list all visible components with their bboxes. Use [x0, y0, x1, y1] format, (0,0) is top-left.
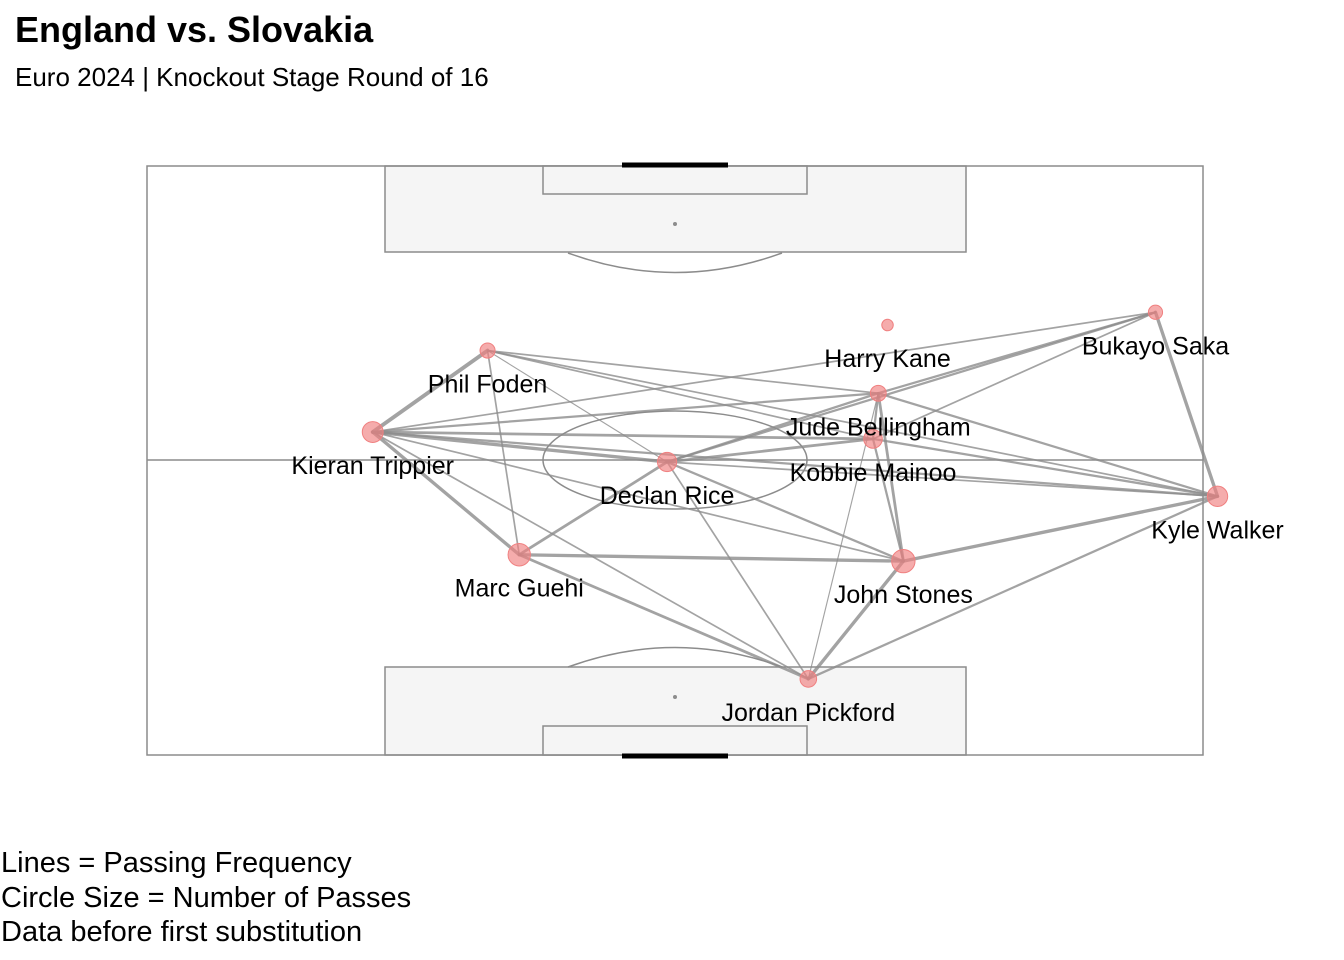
player-label-marc-guehi: Marc Guehi	[455, 575, 584, 603]
pass-line-john-stones-kyle-walker	[901, 494, 1220, 563]
caption-line-3: Data before first substitution	[1, 916, 363, 948]
pass-line-kieran-trippier-phil-foden	[370, 348, 490, 434]
pass-line-phil-foden-jude-bellingham	[486, 349, 880, 395]
player-label-jude-bellingham: Jude Bellingham	[786, 413, 971, 441]
player-node-kobbie-mainoo	[863, 429, 883, 449]
pass-line-phil-foden-marc-guehi	[486, 349, 521, 556]
pass-line-kobbie-mainoo-bukayo-saka	[872, 311, 1157, 440]
chart-title: England vs. Slovakia	[15, 9, 374, 50]
player-node-harry-kane	[881, 318, 894, 332]
pass-line-kieran-trippier-john-stones	[371, 431, 905, 562]
chart-subtitle: Euro 2024 | Knockout Stage Round of 16	[15, 62, 489, 92]
pass-line-marc-guehi-jordan-pickford	[517, 553, 810, 681]
player-label-kobbie-mainoo: Kobbie Mainoo	[790, 459, 957, 487]
pass-lines	[370, 310, 1220, 681]
pass-line-marc-guehi-john-stones	[517, 553, 906, 563]
pass-line-kieran-trippier-kobbie-mainoo	[371, 430, 875, 441]
player-labels: Harry Kane Bukayo Saka Phil Foden Jude Bell…	[291, 332, 1283, 727]
player-label-jordan-pickford: Jordan Pickford	[721, 699, 895, 727]
pass-line-kyle-walker-kobbie-mainoo	[871, 437, 1219, 498]
player-label-kyle-walker: Kyle Walker	[1151, 516, 1283, 544]
pass-line-phil-foden-kyle-walker	[486, 349, 1219, 498]
pass-line-john-stones-jordan-pickford	[806, 559, 906, 681]
player-label-kieran-trippier: Kieran Trippier	[291, 452, 454, 480]
player-node-jude-bellingham	[869, 384, 887, 402]
player-node-bukayo-saka	[1147, 304, 1164, 320]
pitch-markings	[146, 162, 1204, 759]
player-node-phil-foden	[479, 342, 496, 359]
pass-line-declan-rice-kyle-walker	[666, 461, 1219, 498]
pass-line-declan-rice-marc-guehi	[517, 460, 669, 557]
player-nodes	[361, 304, 1229, 688]
pass-line-declan-rice-john-stones	[665, 460, 905, 563]
player-node-declan-rice	[656, 451, 678, 473]
player-node-jordan-pickford	[799, 670, 818, 688]
player-node-marc-guehi	[507, 543, 531, 567]
player-node-john-stones	[891, 548, 916, 574]
pass-line-jude-bellingham-bukayo-saka	[877, 311, 1157, 395]
player-label-bukayo-saka: Bukayo Saka	[1082, 332, 1229, 360]
pass-line-john-stones-jude-bellingham	[876, 391, 905, 563]
top-penalty-spot	[673, 222, 677, 226]
pass-line-declan-rice-kobbie-mainoo	[665, 437, 875, 464]
bottom-penalty-spot	[673, 695, 677, 699]
pass-line-phil-foden-kobbie-mainoo	[486, 349, 874, 440]
top-goal-area	[542, 165, 808, 195]
centre-circle	[542, 410, 808, 510]
player-node-kieran-trippier	[361, 421, 384, 443]
pass-line-kieran-trippier-marc-guehi	[371, 430, 521, 557]
pass-line-kieran-trippier-kyle-walker	[371, 430, 1219, 498]
caption-line-2: Circle Size = Number of Passes	[1, 881, 412, 914]
pass-line-kieran-trippier-declan-rice	[371, 430, 669, 464]
bottom-goal-area	[542, 725, 808, 756]
top-penalty-arc	[567, 252, 783, 274]
pass-line-kieran-trippier-bukayo-saka	[371, 311, 1157, 433]
pass-line-john-stones-kobbie-mainoo	[871, 437, 905, 563]
pass-line-kyle-walker-bukayo-saka	[1153, 310, 1220, 499]
bottom-penalty-arc	[567, 646, 783, 668]
player-label-harry-kane: Harry Kane	[824, 345, 950, 373]
caption: Lines = Passing Frequency Circle Size = …	[1, 846, 411, 950]
player-label-declan-rice: Declan Rice	[600, 482, 735, 510]
pass-line-phil-foden-declan-rice	[486, 349, 668, 463]
player-node-kyle-walker	[1206, 485, 1229, 508]
pass-line-kieran-trippier-jude-bellingham	[371, 392, 880, 434]
caption-line-1: Lines = Passing Frequency	[1, 847, 352, 879]
pass-line-declan-rice-jordan-pickford	[666, 461, 810, 680]
player-label-phil-foden: Phil Foden	[428, 371, 548, 399]
player-label-john-stones: John Stones	[834, 581, 973, 609]
pass-line-jordan-pickford-kyle-walker	[807, 495, 1219, 681]
